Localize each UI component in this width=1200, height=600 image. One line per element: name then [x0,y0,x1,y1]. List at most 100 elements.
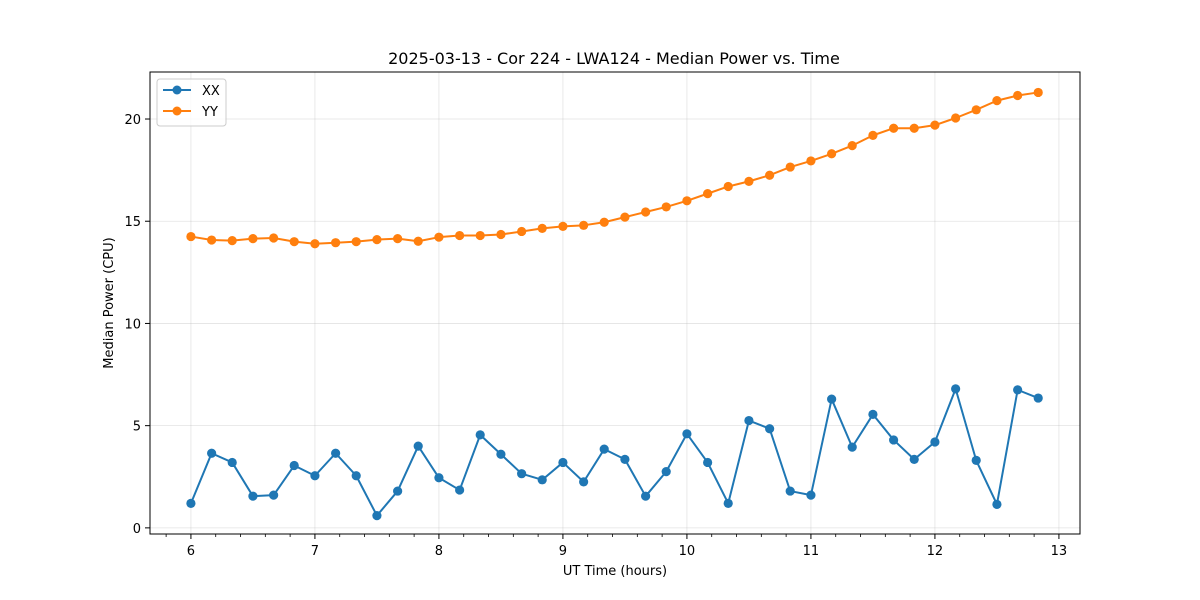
data-point-xx [971,455,981,466]
x-tick-label: 7 [311,544,319,559]
grid-lines [150,72,1080,534]
y-tick-label: 10 [124,317,141,332]
data-point-yy [765,170,775,180]
data-point-xx [951,384,961,394]
data-point-yy [992,96,1002,106]
data-point-yy [930,120,940,130]
y-tick-label: 0 [133,522,141,537]
data-point-yy [496,229,506,240]
data-point-yy [951,113,961,123]
data-point-xx [537,475,547,485]
legend-marker-yy [172,106,182,116]
data-point-xx [331,448,341,458]
data-point-xx [641,491,651,501]
data-point-xx [351,471,361,481]
data-point-xx [517,469,527,479]
data-point-yy [393,234,403,244]
legend-label-xx: XX [202,84,220,99]
data-point-yy [434,232,444,242]
data-point-yy [868,130,878,140]
data-point-yy [269,233,279,243]
data-point-xx [889,435,899,445]
series-layer [186,87,1043,521]
data-point-xx [455,485,465,495]
x-tick-label: 6 [187,544,195,559]
data-point-yy [827,149,837,159]
data-point-yy [372,235,382,245]
series-line-xx [189,387,1039,517]
legend: XX YY [156,78,227,127]
data-point-yy [537,223,547,233]
x-tick-label: 9 [559,544,567,559]
y-tick-label: 5 [133,420,141,435]
data-point-yy [1013,90,1023,101]
data-point-yy [207,235,217,245]
data-point-xx [661,467,671,477]
data-point-yy [351,237,361,247]
data-point-xx [1013,385,1023,395]
data-point-yy [186,231,196,242]
data-point-yy [785,162,795,172]
data-point-yy [909,123,919,133]
x-tick-label: 10 [679,544,696,559]
data-point-yy [703,189,713,199]
data-point-yy [806,156,816,166]
data-point-yy [620,212,630,222]
data-point-yy [1033,87,1043,98]
data-point-xx [847,442,857,452]
data-point-yy [744,176,754,186]
data-point-xx [723,498,733,508]
data-point-yy [579,220,589,230]
data-point-yy [310,239,320,249]
x-tick-label: 12 [927,544,944,559]
chart-title: 2025-03-13 - Cor 224 - LWA124 - Median P… [388,49,840,68]
data-point-xx [227,457,237,468]
x-axis-label: UT Time (hours) [563,564,667,579]
data-point-yy [682,196,692,206]
data-point-xx [413,441,423,451]
data-point-xx [806,490,816,500]
data-point-yy [289,237,299,247]
data-point-xx [827,394,837,404]
data-point-xx [434,473,444,483]
data-point-xx [909,454,919,464]
data-point-yy [661,202,671,212]
data-point-xx [496,449,506,459]
data-point-yy [455,230,465,241]
data-point-xx [269,490,279,500]
data-point-yy [517,226,527,237]
data-point-yy [227,236,237,246]
data-point-yy [413,236,423,246]
data-point-xx [248,491,258,501]
data-point-yy [599,217,609,227]
data-point-yy [248,234,258,244]
data-point-xx [785,486,795,496]
data-point-xx [703,457,713,468]
data-point-xx [930,437,940,447]
data-point-yy [331,238,341,248]
data-point-yy [889,123,899,133]
data-point-xx [289,460,299,471]
data-point-xx [186,498,196,508]
data-point-xx [475,430,485,440]
data-point-xx [1033,393,1043,403]
data-point-yy [475,230,485,241]
x-tick-label: 13 [1051,544,1068,559]
data-point-xx [558,457,568,468]
x-tick-label: 8 [435,544,443,559]
axis-ticks: 6 7 8 9 10 11 12 13 0 5 10 15 20 [124,113,1067,559]
data-point-xx [310,471,320,481]
data-point-xx [599,444,609,454]
legend-label-yy: YY [201,105,218,120]
data-point-xx [682,429,692,439]
data-point-yy [641,207,651,217]
plot-area-frame [149,71,1081,535]
y-tick-label: 15 [124,215,141,230]
data-point-yy [847,140,857,151]
x-tick-label: 11 [803,544,820,559]
data-point-xx [579,477,589,487]
data-point-xx [992,499,1002,509]
data-point-xx [393,486,403,496]
data-point-xx [372,510,382,521]
